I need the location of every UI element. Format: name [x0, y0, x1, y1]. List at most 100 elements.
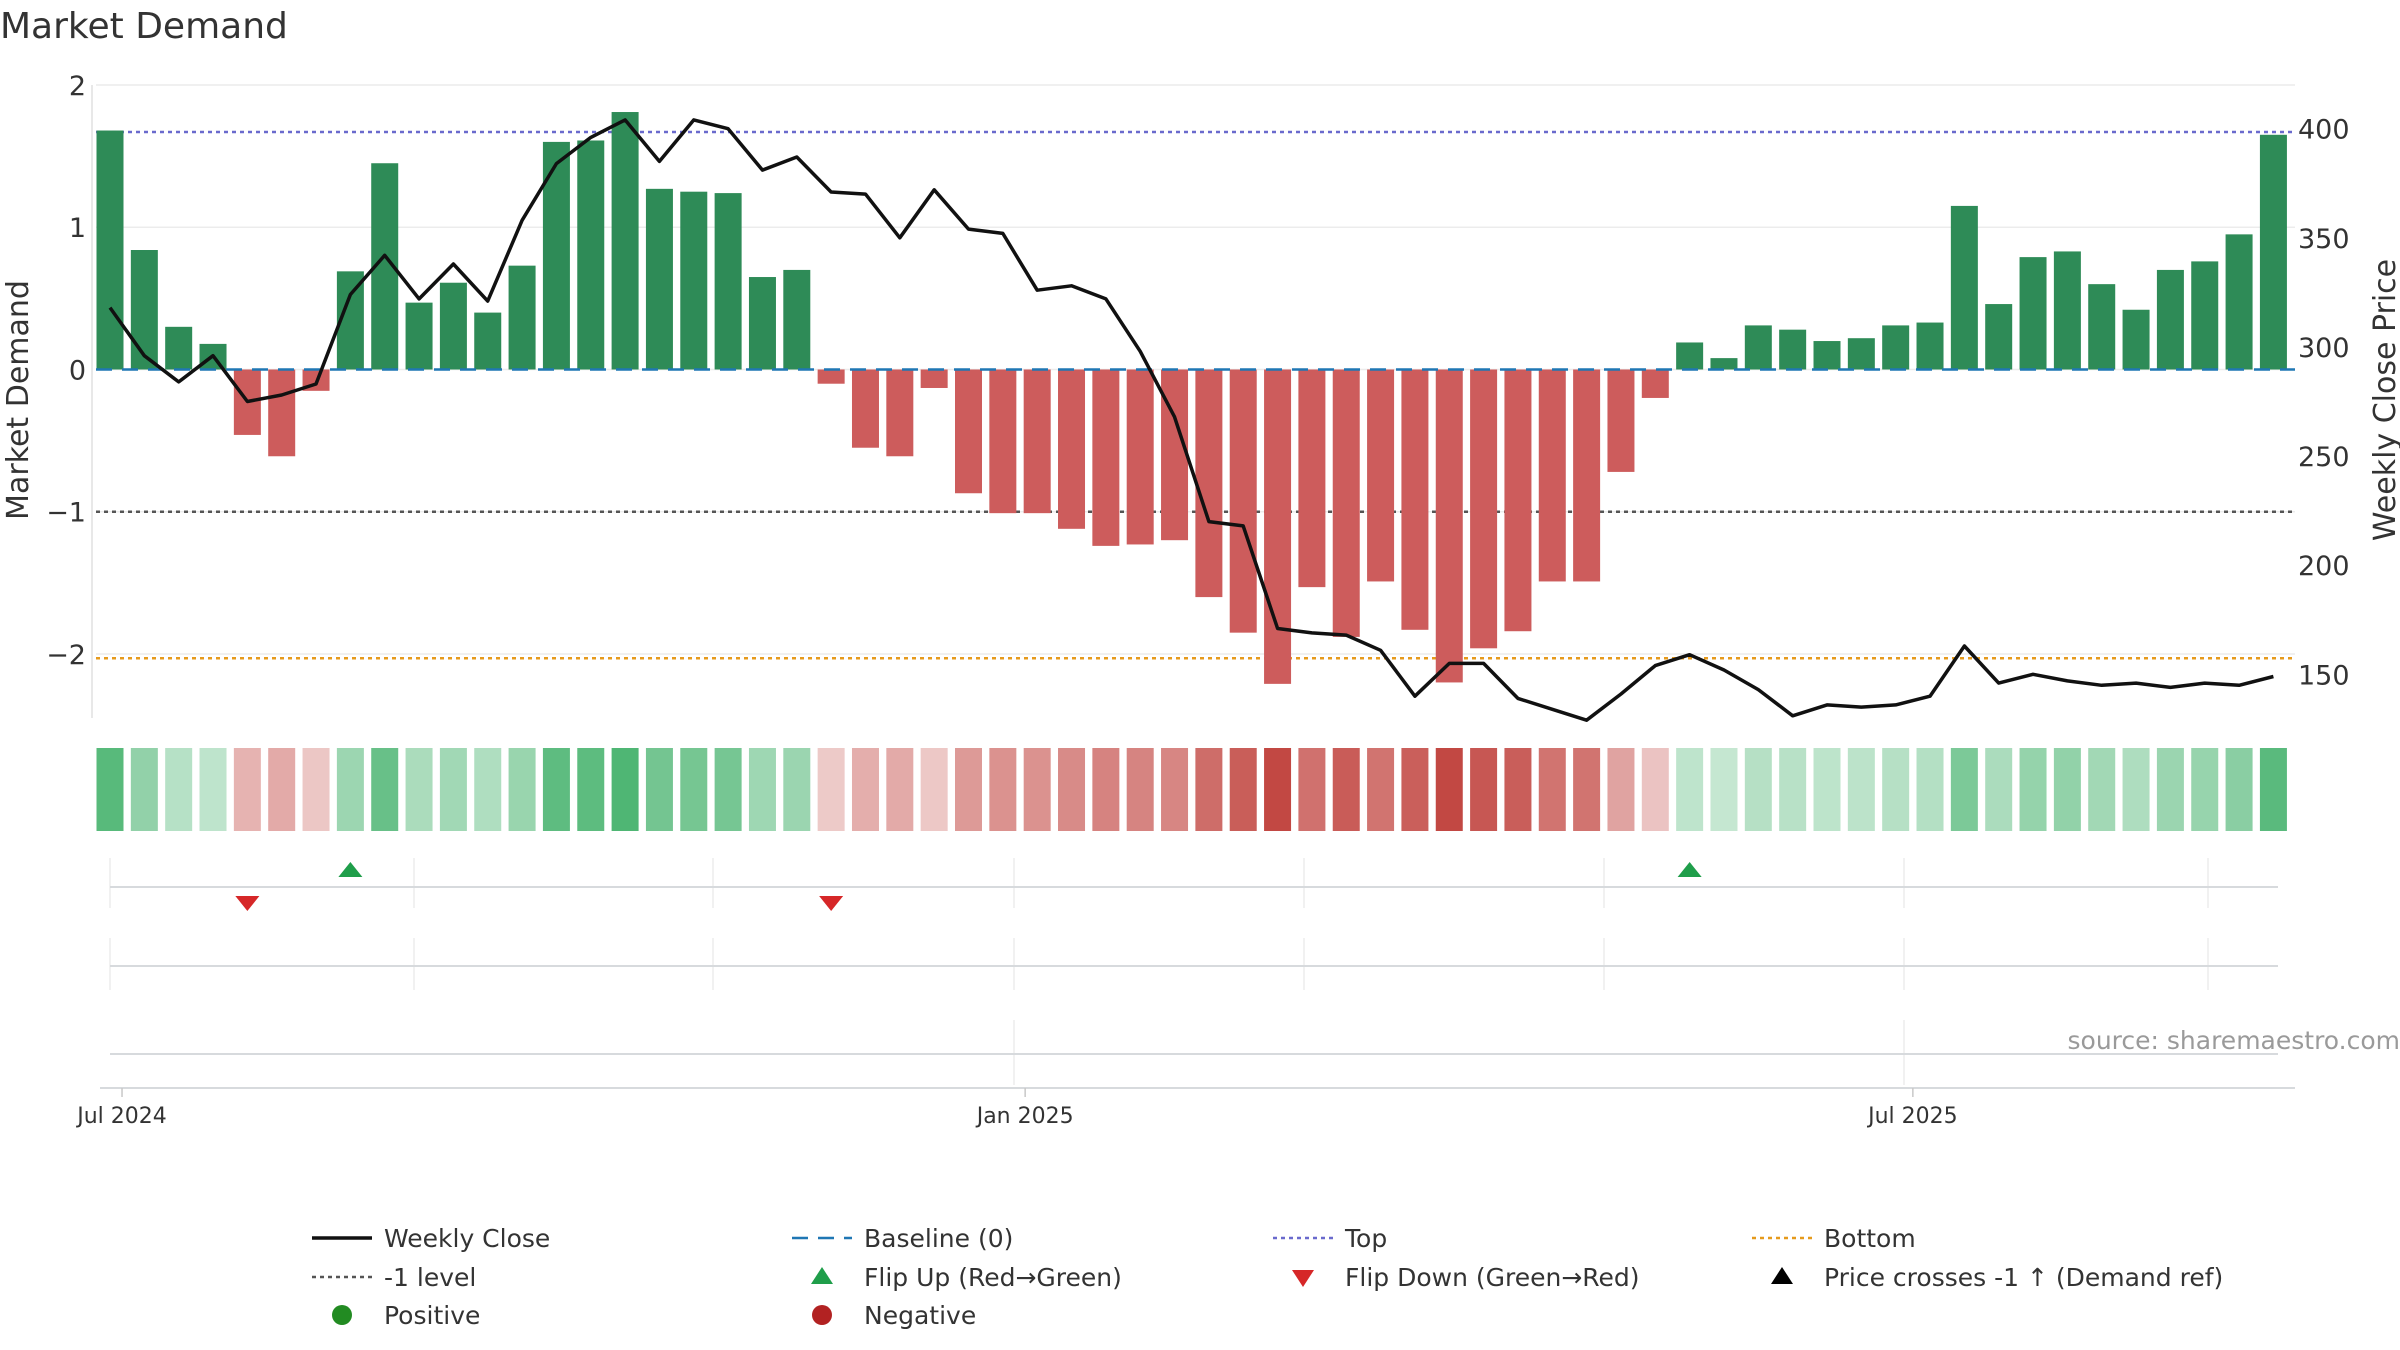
weekly-close-line: [108, 118, 2274, 722]
positive-demand-bar: [165, 326, 193, 370]
flip-up-marker: [338, 862, 363, 877]
heat-cell: [1710, 748, 1738, 831]
legend-label: Flip Down (Green→Red): [1345, 1263, 1640, 1292]
demand-bars: [96, 112, 2295, 684]
positive-demand-bar: [474, 312, 502, 370]
heat-cell: [2156, 748, 2184, 831]
positive-demand-bar: [1676, 342, 1704, 370]
negative-demand-bar: [920, 369, 948, 388]
heat-cell: [2019, 748, 2047, 831]
y2-axis-label: Weekly Close Price: [2368, 259, 2400, 541]
legend-item-minus1: -1 level: [312, 1263, 476, 1292]
negative-demand-bar: [1092, 369, 1120, 546]
heat-cell: [1435, 748, 1463, 831]
negative-demand-bar: [1641, 369, 1669, 398]
negative-demand-bar: [886, 369, 914, 457]
flip-up-legend-symbol: [811, 1267, 833, 1284]
heat-cell: [165, 748, 193, 831]
flip-events-panel: [100, 858, 2295, 1089]
legend-label: Bottom: [1824, 1224, 1916, 1253]
y-tick-label: 2: [69, 71, 86, 102]
positive-demand-bar: [508, 265, 536, 370]
positive-demand-bar: [680, 191, 708, 370]
negative-demand-bar: [1538, 369, 1566, 582]
flip-up-marker: [1677, 862, 1702, 877]
heat-cell: [2053, 748, 2081, 831]
negative-demand-bar: [1470, 369, 1498, 649]
left-axis: 2 1 0 −1 −2: [46, 71, 93, 718]
y-tick-label: 0: [69, 355, 86, 386]
legend-label: Baseline (0): [864, 1224, 1013, 1253]
chart-title: Market Demand: [0, 6, 288, 47]
heat-cell: [2088, 748, 2116, 831]
heat-cell: [577, 748, 605, 831]
heat-cell: [1676, 748, 1704, 831]
negative-demand-bar: [817, 369, 845, 384]
heat-cell: [2191, 748, 2219, 831]
heat-cell: [2259, 748, 2287, 831]
positive-demand-bar: [2053, 251, 2081, 370]
positive-demand-bar: [2019, 257, 2047, 370]
heat-cell: [645, 748, 673, 831]
x-tick-label: Jul 2025: [1866, 1104, 1958, 1129]
positive-demand-bar: [1779, 329, 1807, 370]
legend-item-flipup: Flip Up (Red→Green): [811, 1263, 1122, 1292]
negative-demand-bar: [1607, 369, 1635, 472]
heat-cell: [96, 748, 124, 831]
heat-cell: [714, 748, 742, 831]
heat-cell: [1847, 748, 1875, 831]
heat-cell: [439, 748, 467, 831]
positive-demand-bar: [130, 250, 158, 370]
y2-tick-label: 300: [2298, 333, 2350, 364]
positive-demand-bar: [1882, 325, 1910, 370]
heat-cell: [1401, 748, 1429, 831]
heat-cell: [817, 748, 845, 831]
negative-demand-bar: [1195, 369, 1223, 598]
heat-cell: [680, 748, 708, 831]
heat-cell: [783, 748, 811, 831]
y-axis-label: Market Demand: [1, 280, 36, 520]
y-tick-label: 1: [69, 213, 86, 244]
negative-demand-bar: [1058, 369, 1086, 529]
positive-demand-bar: [1744, 325, 1772, 370]
positive-demand-bar: [2259, 134, 2287, 370]
heat-cell: [508, 748, 536, 831]
y2-tick-label: 200: [2298, 551, 2350, 582]
heat-cell: [1332, 748, 1360, 831]
heat-cell: [886, 748, 914, 831]
heat-cell: [1058, 748, 1086, 831]
heat-cell: [748, 748, 776, 831]
heat-cell: [989, 748, 1017, 831]
legend-item-cross: Price crosses -1 ↑ (Demand ref): [1771, 1263, 2223, 1292]
positive-demand-bar: [783, 269, 811, 370]
negative-demand-bar: [955, 369, 982, 494]
source-label: source: sharemaestro.com: [2068, 1026, 2400, 1055]
heat-cell: [474, 748, 502, 831]
legend-label: -1 level: [384, 1263, 476, 1292]
y2-tick-label: 350: [2298, 224, 2350, 255]
negative-demand-bar: [1401, 369, 1429, 630]
negative-demand-bar: [268, 369, 296, 457]
heat-cell: [1264, 748, 1292, 831]
positive-demand-bar: [714, 193, 742, 370]
cross-legend-symbol: [1771, 1267, 1793, 1284]
heat-cell: [302, 748, 330, 831]
heat-cell: [405, 748, 433, 831]
demand-heat-strip: [96, 748, 2287, 831]
heat-cell: [1161, 748, 1189, 831]
negative-demand-bar: [1126, 369, 1154, 545]
positive-demand-bar: [405, 302, 433, 370]
heat-cell: [1607, 748, 1635, 831]
heat-cell: [1504, 748, 1532, 831]
heat-cell: [1573, 748, 1601, 831]
flip-down-marker: [235, 896, 260, 911]
legend-item-close: Weekly Close: [312, 1224, 550, 1253]
legend-label: Weekly Close: [384, 1224, 550, 1253]
heat-cell: [1195, 748, 1223, 831]
heat-cell: [1229, 748, 1257, 831]
heat-cell: [1470, 748, 1498, 831]
positive-demand-bar: [1985, 304, 2013, 370]
heat-cell: [199, 748, 227, 831]
negative-demand-bar: [1264, 369, 1292, 684]
